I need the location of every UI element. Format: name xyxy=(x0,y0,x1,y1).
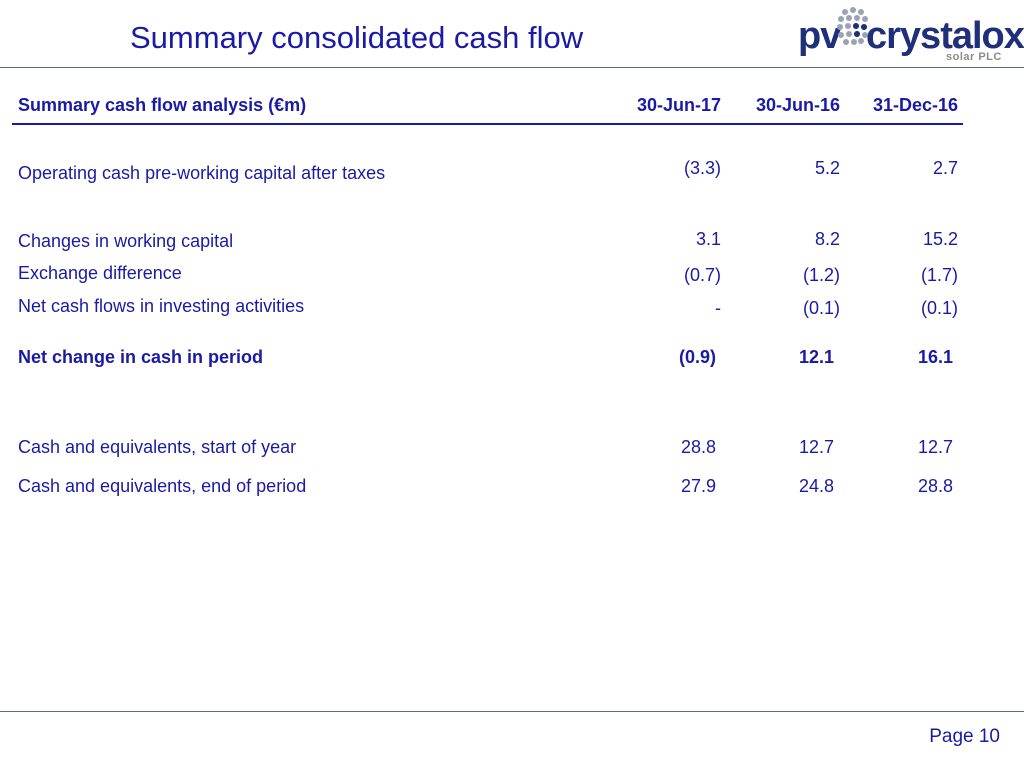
table-cell: (0.1) xyxy=(802,298,840,318)
logo-subtitle: solar PLC xyxy=(946,51,1002,63)
page-title: Summary consolidated cash flow xyxy=(130,20,584,55)
table-cell: - xyxy=(715,298,721,318)
table-cell: 2.7 xyxy=(932,158,958,178)
row-label-investing-activities: Net cash flows in investing activities xyxy=(18,296,305,316)
row-label-cash-start: Cash and equivalents, start of year xyxy=(18,437,297,457)
row-label-working-capital: Changes in working capital xyxy=(18,231,234,251)
table-cell: (0.9) xyxy=(678,347,716,367)
table-cell: 28.8 xyxy=(917,476,953,496)
column-header-31-dec-16: 31-Dec-16 xyxy=(872,95,958,115)
title-divider xyxy=(0,67,1024,68)
table-header-label: Summary cash flow analysis (€m) xyxy=(18,95,307,115)
table-cell: (0.7) xyxy=(683,265,721,285)
page-number: Page 10 xyxy=(929,726,1000,747)
logo-brand-word: crystalox xyxy=(866,15,1024,57)
table-cell: 12.7 xyxy=(917,437,953,457)
table-cell: (1.2) xyxy=(802,265,840,285)
table-cell: 8.2 xyxy=(814,229,840,249)
table-header-divider xyxy=(12,123,963,125)
logo-dots-icon xyxy=(837,7,868,45)
column-header-30-jun-16: 30-Jun-16 xyxy=(755,95,840,115)
logo-brand-pv: pv xyxy=(798,15,841,57)
row-label-net-change: Net change in cash in period xyxy=(18,347,264,367)
table-cell: 5.2 xyxy=(814,158,840,178)
row-label-cash-end: Cash and equivalents, end of period xyxy=(18,476,307,496)
table-cell: 28.8 xyxy=(680,437,716,457)
table-cell: (3.3) xyxy=(683,158,721,178)
table-cell: 24.8 xyxy=(798,476,834,496)
table-cell: (0.1) xyxy=(920,298,958,318)
table-cell: 12.7 xyxy=(798,437,834,457)
table-cell: 3.1 xyxy=(695,229,721,249)
footer-divider xyxy=(0,711,1024,712)
company-logo: pv crystalox solar PLC xyxy=(798,4,1024,66)
row-label-exchange-difference: Exchange difference xyxy=(18,263,182,283)
table-cell: 27.9 xyxy=(680,476,716,496)
row-label-operating-cash: Operating cash pre-working capital after… xyxy=(18,163,386,183)
table-cell: 15.2 xyxy=(922,229,958,249)
table-cell: (1.7) xyxy=(920,265,958,285)
table-cell: 12.1 xyxy=(798,347,834,367)
table-cell: 16.1 xyxy=(917,347,953,367)
column-header-30-jun-17: 30-Jun-17 xyxy=(636,95,721,115)
